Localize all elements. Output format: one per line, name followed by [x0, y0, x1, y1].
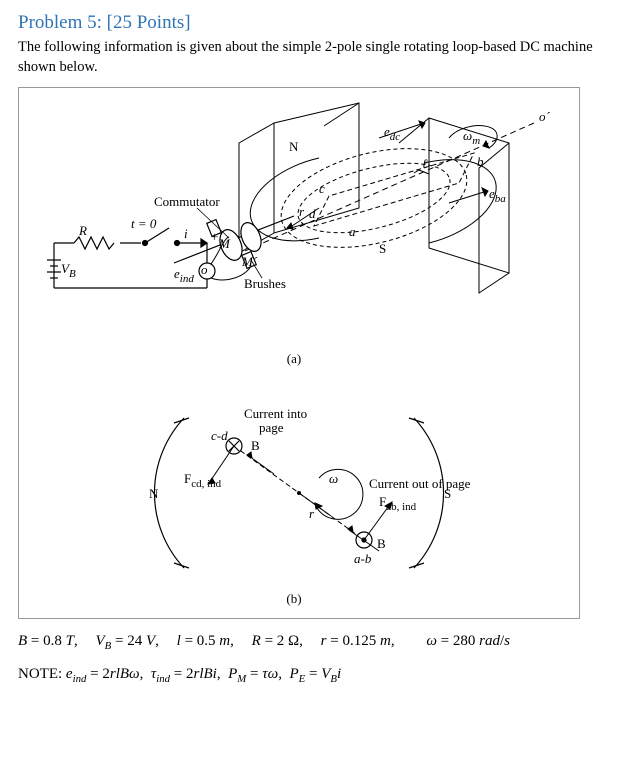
label-edc: edc — [384, 124, 400, 143]
label-c: c — [319, 181, 325, 196]
label-plus: + — [211, 229, 218, 244]
given-values: B = 0.8 T, VB = 24 V, l = 0.5 m, R = 2 Ω… — [18, 633, 599, 652]
problem-intro: The following information is given about… — [18, 38, 599, 77]
label-omega-b: ω — [329, 471, 338, 486]
label-S-a: S — [379, 241, 386, 256]
label-eba: eba — [489, 186, 506, 205]
label-r-a: r — [299, 204, 305, 219]
label-op: o´ — [539, 109, 551, 124]
label-brushes: Brushes — [244, 276, 286, 291]
label-L: ℓ — [422, 156, 428, 171]
label-Fcd: Fcd, ind — [184, 471, 222, 490]
label-b: b — [477, 154, 484, 169]
label-o: o — [201, 262, 208, 277]
label-M: M — [218, 236, 231, 251]
figure-frame: N S Commutator t = 0 R VB i eind + M M´ … — [18, 87, 580, 619]
label-B1: B — [251, 438, 260, 453]
label-curr-out: Current out of page — [369, 476, 471, 491]
label-d: d — [309, 206, 316, 221]
label-N-b: N — [149, 486, 159, 501]
problem-title: Problem 5: [25 Points] — [18, 12, 599, 34]
caption-a: (a) — [287, 351, 301, 366]
label-Fab: Fab, ind — [379, 494, 417, 513]
label-a: a — [349, 224, 356, 239]
label-i: i — [184, 226, 188, 241]
figure-b-svg: N S Current into page Current out of pag… — [19, 388, 579, 618]
label-VB: VB — [61, 261, 76, 280]
label-curr-in: Current into page — [244, 406, 310, 435]
label-N-a: N — [289, 139, 299, 154]
label-t0: t = 0 — [131, 216, 157, 231]
label-cd: c-d — [211, 428, 228, 443]
label-R: R — [78, 223, 87, 238]
label-commutator: Commutator — [154, 194, 220, 209]
label-ab: a-b — [354, 551, 372, 566]
label-eind: eind — [174, 266, 194, 285]
figure-a-svg: N S Commutator t = 0 R VB i eind + M M´ … — [19, 88, 579, 388]
note-line: NOTE: eind = 2rlBω, τind = 2rlBi, PM = τ… — [18, 666, 599, 685]
label-r-b: r — [309, 506, 315, 521]
label-B2: B — [377, 536, 386, 551]
caption-b: (b) — [286, 591, 301, 606]
label-wm: ωm — [463, 128, 480, 147]
